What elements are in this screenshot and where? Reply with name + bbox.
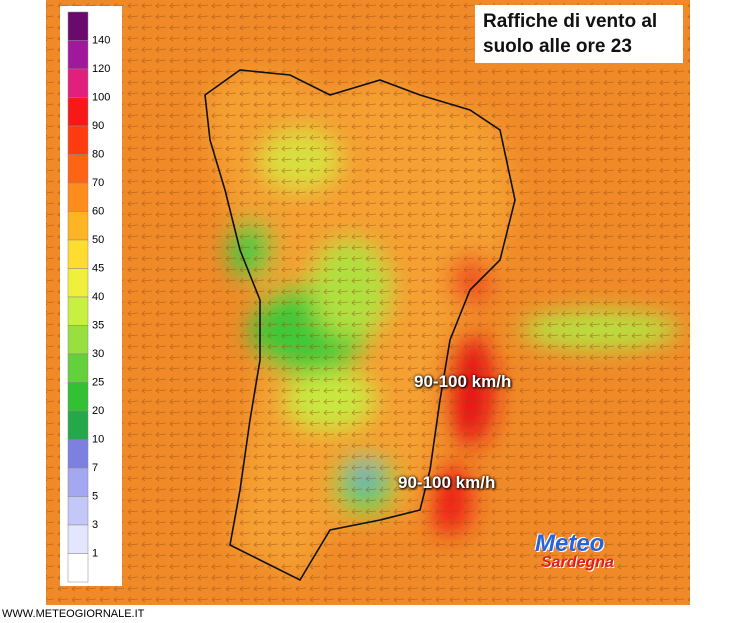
legend-swatch bbox=[67, 182, 89, 212]
legend-label: 10 bbox=[92, 433, 104, 445]
legend-label: 30 bbox=[92, 348, 104, 360]
legend-label: 50 bbox=[92, 234, 104, 246]
legend-swatch bbox=[67, 211, 89, 241]
legend-swatch bbox=[67, 524, 89, 554]
legend-label: 90 bbox=[92, 120, 104, 132]
title: Raffiche di vento al suolo alle ore 23 bbox=[475, 5, 683, 63]
annotation: 90-100 km/h bbox=[414, 372, 512, 391]
legend-swatch bbox=[67, 68, 89, 98]
legend-label: 120 bbox=[92, 63, 110, 75]
legend-swatch bbox=[67, 467, 89, 497]
legend-swatch bbox=[67, 239, 89, 269]
legend: 140 120 100 90 80 70 60 50 45 40 35 30 25 20 10 7 5 3 1 bbox=[67, 11, 110, 583]
legend-label: 140 bbox=[92, 34, 110, 46]
title-line: Raffiche di vento al bbox=[483, 11, 658, 32]
annotation: 90-100 km/h bbox=[398, 473, 496, 492]
legend-swatch bbox=[67, 325, 89, 355]
legend-label: 3 bbox=[92, 519, 98, 531]
legend-swatch bbox=[67, 410, 89, 440]
legend-swatch bbox=[67, 439, 89, 469]
logo-top: Meteo bbox=[535, 530, 605, 557]
legend-swatch bbox=[67, 296, 89, 326]
legend-label: 20 bbox=[92, 405, 104, 417]
legend-label: 80 bbox=[92, 148, 104, 160]
legend-swatch bbox=[67, 40, 89, 70]
legend-label: 7 bbox=[92, 462, 98, 474]
wind-arrows bbox=[46, 0, 690, 605]
legend-swatch bbox=[67, 125, 89, 155]
logo-bottom: Sardegna bbox=[541, 554, 614, 571]
legend-swatch bbox=[67, 553, 89, 583]
coastline bbox=[204, 69, 516, 582]
legend-label: 40 bbox=[92, 291, 104, 303]
logo: Meteo Sardegna bbox=[535, 530, 614, 572]
legend-swatch bbox=[67, 97, 89, 127]
legend-swatch bbox=[67, 11, 89, 41]
legend-swatch bbox=[67, 353, 89, 383]
legend-label: 60 bbox=[92, 205, 104, 217]
legend-label: 5 bbox=[92, 490, 98, 502]
legend-label: 45 bbox=[92, 262, 104, 274]
legend-swatch bbox=[67, 382, 89, 412]
legend-swatch bbox=[67, 496, 89, 526]
legend-swatch bbox=[67, 154, 89, 184]
legend-label: 25 bbox=[92, 376, 104, 388]
legend-label: 1 bbox=[92, 547, 98, 559]
legend-swatch bbox=[67, 268, 89, 298]
legend-label: 100 bbox=[92, 91, 110, 103]
footer: WWW.METEOGIORNALE.IT bbox=[0, 605, 154, 623]
legend-label: 70 bbox=[92, 177, 104, 189]
title-line: suolo alle ore 23 bbox=[483, 36, 632, 57]
legend-label: 35 bbox=[92, 319, 104, 331]
